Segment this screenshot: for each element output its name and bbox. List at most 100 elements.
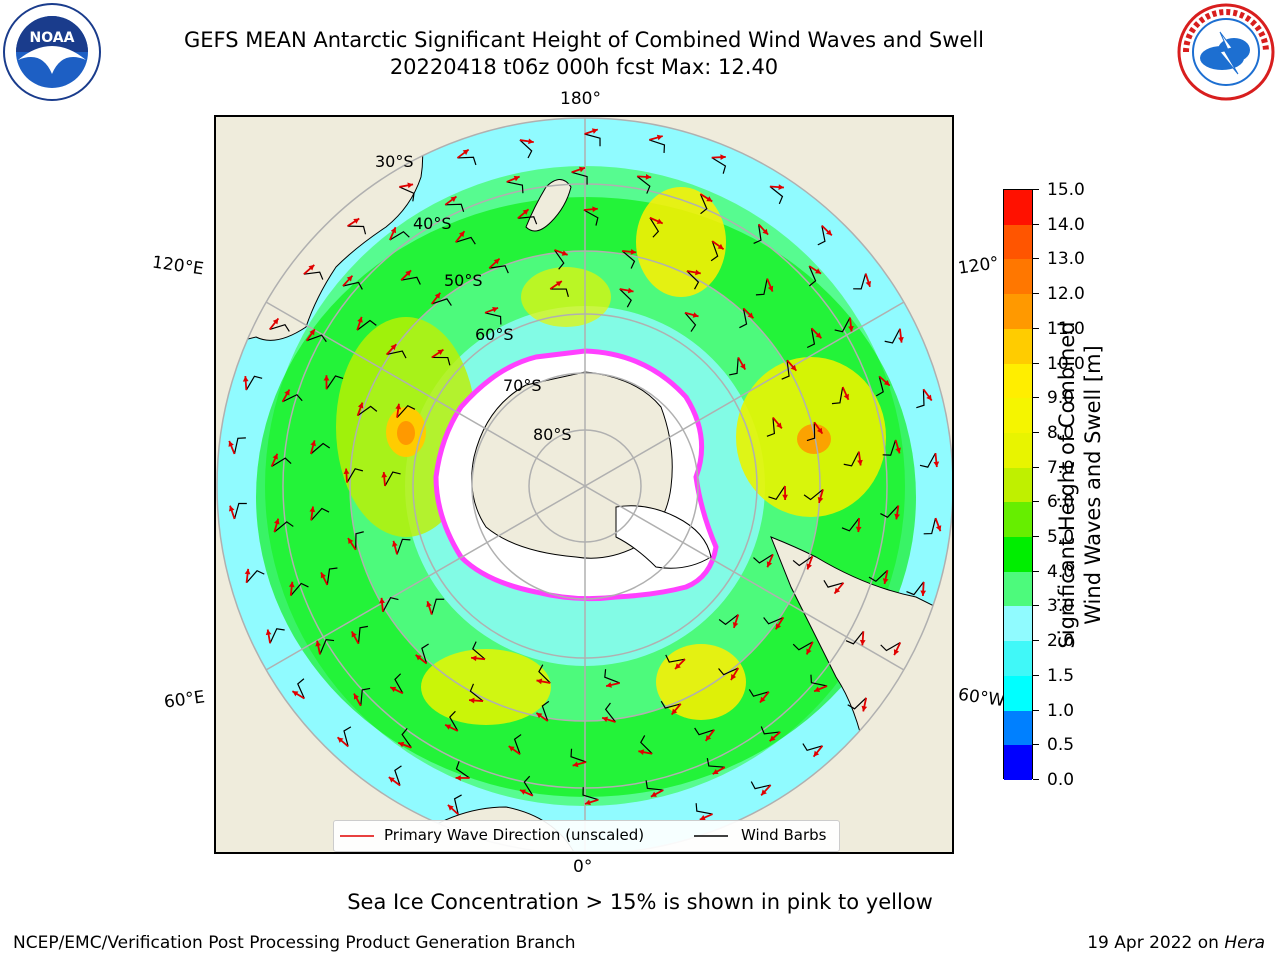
wind-barb <box>269 628 285 644</box>
wind-barb <box>297 678 305 699</box>
colorbar-bin <box>1004 710 1032 746</box>
wind-barb <box>803 488 824 501</box>
lon-label-120w: 120° <box>956 253 1001 279</box>
wind-barb <box>431 356 451 366</box>
wind-barb <box>472 641 486 660</box>
wind-barb <box>694 727 715 736</box>
wave-arrowhead <box>717 243 724 250</box>
wind-barb <box>396 404 416 418</box>
wave-arrowhead <box>242 376 249 382</box>
wave-arrowhead <box>320 572 326 579</box>
chart-title: GEFS MEAN Antarctic Significant Height o… <box>183 28 985 52</box>
wind-barb <box>282 394 303 403</box>
map-legend: Primary Wave Direction (unscaled) Wind B… <box>333 820 840 852</box>
wave-arrowhead <box>390 686 397 693</box>
wave-arrowhead <box>572 761 579 768</box>
wind-barb <box>686 270 700 290</box>
colorbar-tick: 15.0 <box>1033 180 1085 200</box>
wave-arrowhead <box>857 459 863 466</box>
wave-arrowhead <box>228 505 235 512</box>
colorbar-bin <box>1004 363 1032 399</box>
colorbar-tick: 14.0 <box>1033 215 1085 235</box>
colorbar-tick: 9.0 <box>1033 388 1074 408</box>
colorbar-tick: 4.0 <box>1033 562 1074 582</box>
lon-label-0: 0° <box>573 857 593 877</box>
wind-barb <box>382 597 399 613</box>
wave-arrowhead <box>732 621 739 628</box>
colorbar-bin <box>1004 432 1032 469</box>
wind-barb <box>923 517 937 535</box>
wave-arrowhead <box>656 218 663 224</box>
wave-arrowhead <box>720 154 726 161</box>
wave-arrowhead <box>740 363 746 370</box>
wind-barb <box>906 581 925 596</box>
wind-barb <box>843 451 860 467</box>
wind-barb <box>750 781 771 790</box>
wave-arrowhead <box>323 375 330 381</box>
wind-barb <box>271 457 292 467</box>
colorbar-bin <box>1004 537 1032 573</box>
wave-arrowhead <box>790 364 797 371</box>
wind-barb <box>645 780 664 791</box>
wave-arrowhead <box>471 655 477 662</box>
wind-barb <box>306 334 327 343</box>
wave-arrowhead <box>265 629 272 636</box>
colorbar-tick: 1.0 <box>1033 701 1074 721</box>
wave-arrowhead <box>288 581 295 588</box>
wave-arrowhead <box>555 281 562 287</box>
wind-barb <box>875 376 884 397</box>
wave-arrowhead <box>778 184 784 191</box>
wind-barb <box>326 567 338 586</box>
wave-arrowhead <box>935 525 942 532</box>
wave-arrowhead <box>561 250 568 256</box>
colorbar-bin <box>1004 190 1032 226</box>
wave-arrowhead <box>528 138 534 145</box>
wind-barb <box>636 175 651 194</box>
lon-label-60w: 60°W <box>956 684 1007 712</box>
wind-barb <box>233 437 246 455</box>
wave-arrowhead <box>638 749 645 755</box>
wave-arrowhead <box>627 287 634 294</box>
wind-barb <box>517 216 538 225</box>
wind-barb <box>347 225 367 235</box>
wave-arrowhead <box>390 227 397 234</box>
wave-arrowhead <box>592 206 598 213</box>
wind-barb <box>421 643 429 664</box>
colorbar-bin <box>1004 571 1032 607</box>
wind-barb <box>326 375 344 390</box>
wind-barb <box>431 598 445 615</box>
wind-barb <box>919 452 936 468</box>
wind-barb <box>583 209 599 226</box>
wave-arrowhead <box>388 777 395 783</box>
wave-arrowhead <box>606 682 612 688</box>
wind-barb <box>449 710 459 732</box>
wind-barb <box>834 317 851 333</box>
wind-barb <box>357 405 378 417</box>
wave-arrowhead <box>346 275 353 282</box>
wind-barb <box>310 442 331 455</box>
wind-barb <box>355 531 364 550</box>
colorbar-tick: 8.0 <box>1033 423 1074 443</box>
wave-arrowhead <box>926 394 932 401</box>
wave-arrowhead <box>806 563 812 570</box>
colorbar-label: Significant Height of Combined Wind Wave… <box>1054 321 1106 648</box>
wind-barb <box>469 683 484 702</box>
footer-credit: NCEP/EMC/Verification Post Processing Pr… <box>13 933 576 953</box>
lat-label-50s: 50°S <box>444 271 483 290</box>
wave-arrowhead <box>292 691 299 697</box>
wind-barb <box>684 312 697 332</box>
wind-barb <box>916 389 925 409</box>
wave-arrowhead <box>493 258 500 265</box>
wave-arrowhead <box>492 306 499 313</box>
wave-arrowhead <box>379 597 385 604</box>
colorbar-bin <box>1004 328 1032 365</box>
wave-arrowhead <box>650 791 657 797</box>
colorbar-tick: 12.0 <box>1033 284 1085 304</box>
wind-barb <box>269 323 290 332</box>
wave-arrowhead <box>309 506 316 513</box>
footer-date: 19 Apr 2022 on Hera <box>1087 933 1265 953</box>
footer-machine: Hera <box>1224 933 1265 953</box>
colorbar-bin <box>1004 641 1032 677</box>
wave-arrowhead <box>775 623 782 630</box>
colorbar-tick: 7.0 <box>1033 458 1074 478</box>
